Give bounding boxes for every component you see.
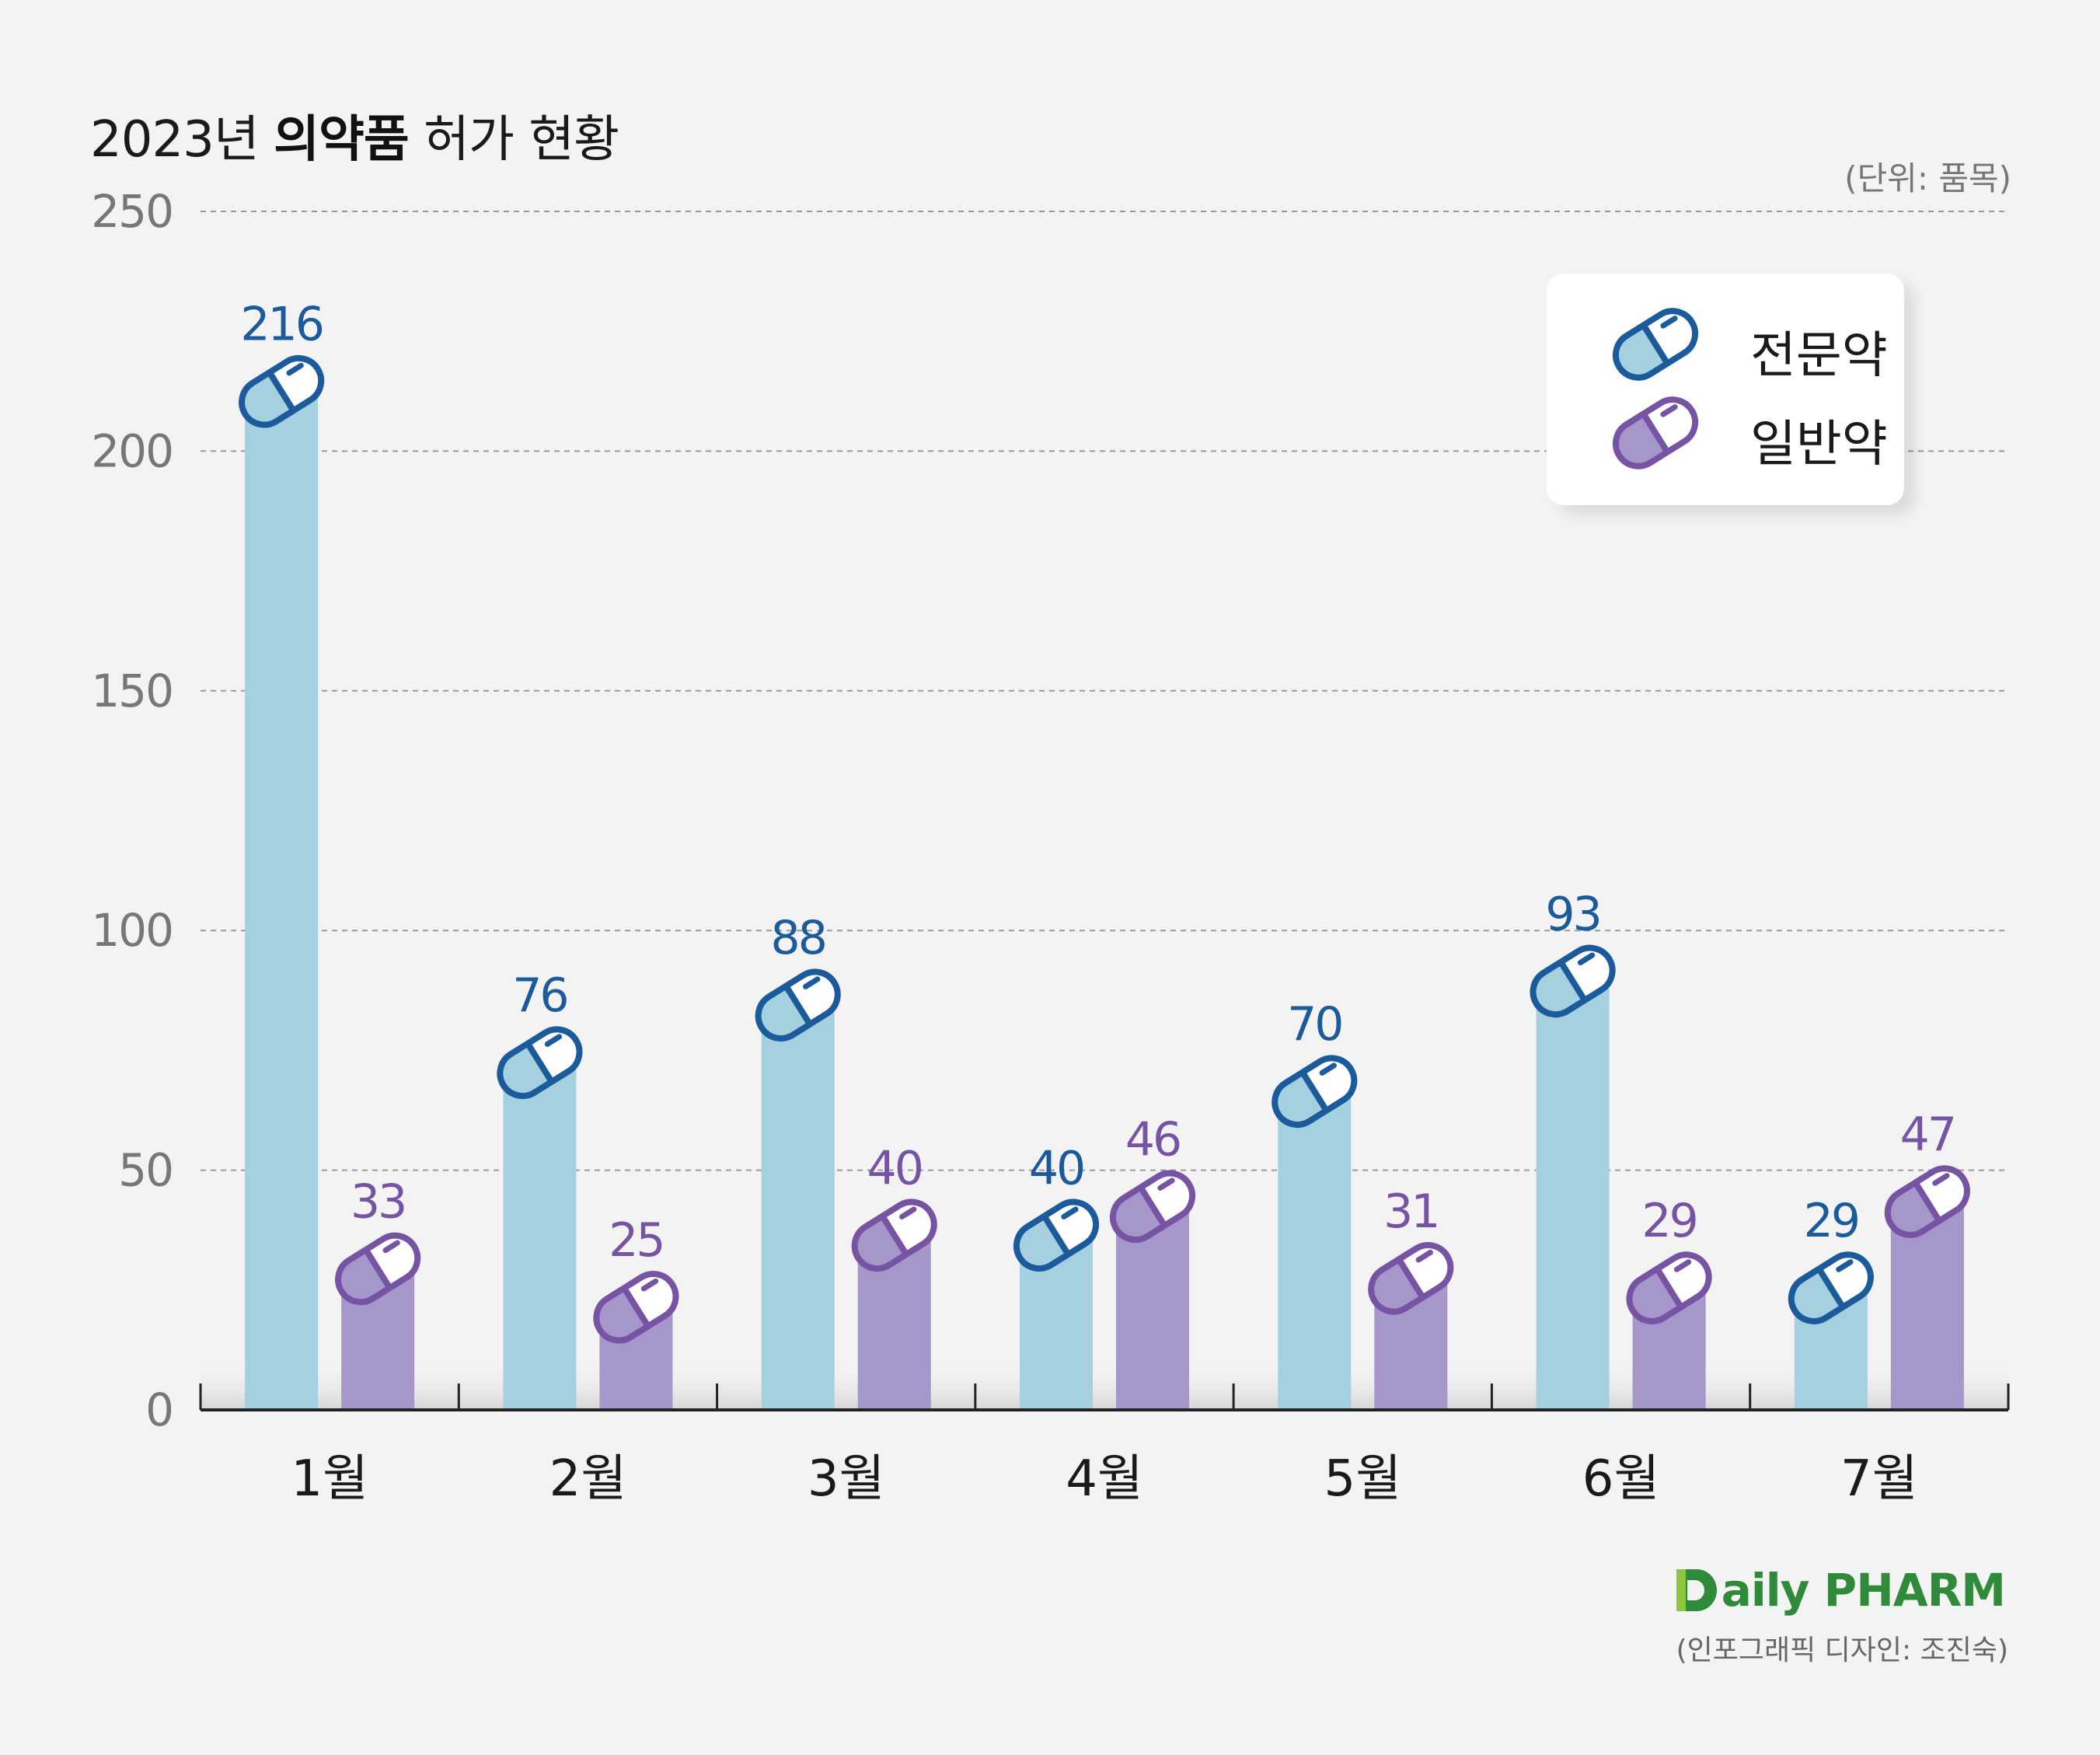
data-label-prescription: 93 xyxy=(1545,887,1599,941)
y-tick-label: 0 xyxy=(145,1383,173,1436)
pill-otc-icon xyxy=(593,1271,679,1344)
bar-prescription xyxy=(245,391,319,1410)
bar-prescription xyxy=(761,1005,835,1410)
data-label-otc: 47 xyxy=(1900,1108,1955,1162)
pill-prescription-icon xyxy=(1788,1251,1874,1324)
design-credit: (인포그래픽 디자인: 조진숙) xyxy=(1676,1635,2008,1666)
pill-prescription-icon xyxy=(755,968,841,1041)
pill-otc-icon xyxy=(1109,1170,1196,1244)
data-label-prescription: 216 xyxy=(240,298,323,352)
title-suffix: 허가 현황 xyxy=(408,111,619,169)
pill-otc-icon xyxy=(1368,1242,1454,1315)
pill-prescription-icon xyxy=(239,354,325,428)
legend-pill-prescription-icon xyxy=(1612,308,1699,381)
legend-item-otc: 일반약 xyxy=(1578,390,1889,476)
pill-prescription-icon xyxy=(1530,944,1616,1018)
pill-prescription-icon xyxy=(497,1026,583,1100)
y-tick-label: 100 xyxy=(91,904,173,957)
pill-prescription-icon xyxy=(1013,1198,1100,1272)
x-tick-label: 7월 xyxy=(1840,1450,1918,1508)
x-tick-label: 3월 xyxy=(808,1450,885,1508)
bar-prescription xyxy=(503,1062,577,1410)
floor-shadow xyxy=(201,1360,2008,1410)
daily-pharm-logo: aily PHARM xyxy=(1673,1564,2006,1618)
legend-label-prescription: 전문약 xyxy=(1750,327,1888,385)
y-tick-label: 250 xyxy=(91,185,173,238)
y-tick-label: 150 xyxy=(91,665,173,717)
title-prefix: 2023년 xyxy=(90,111,274,169)
chart-title: 2023년 의약품 허가 현황 xyxy=(90,99,619,171)
x-tick-label: 6월 xyxy=(1582,1450,1660,1508)
logo-text: aily PHARM xyxy=(1721,1564,2006,1617)
y-tick-label: 50 xyxy=(118,1144,173,1197)
data-label-otc: 29 xyxy=(1641,1194,1696,1248)
unit-label: (단위: 품목) xyxy=(1844,159,2011,197)
data-label-prescription: 88 xyxy=(771,911,825,965)
legend-pill-otc-icon xyxy=(1612,396,1699,469)
data-label-otc: 46 xyxy=(1125,1112,1180,1167)
data-label-otc: 25 xyxy=(609,1213,663,1268)
logo-d-icon xyxy=(1676,1569,1717,1611)
data-label-prescription: 76 xyxy=(512,968,567,1023)
bar-prescription xyxy=(1536,981,1610,1410)
pill-otc-icon xyxy=(1626,1251,1712,1324)
capsule-purple-icon xyxy=(1612,396,1699,469)
data-label-prescription: 29 xyxy=(1804,1194,1858,1248)
data-label-otc: 31 xyxy=(1383,1185,1438,1239)
pill-otc-icon xyxy=(335,1232,421,1306)
title-strong: 의약품 xyxy=(274,111,410,169)
legend-item-prescription: 전문약 xyxy=(1578,302,1889,387)
x-tick-label: 1월 xyxy=(291,1450,368,1508)
data-label-otc: 33 xyxy=(351,1174,405,1229)
pill-prescription-icon xyxy=(1272,1055,1358,1129)
pill-otc-icon xyxy=(851,1198,937,1272)
x-tick-label: 2월 xyxy=(549,1450,627,1508)
bar-prescription xyxy=(1278,1091,1352,1410)
x-tick-label: 5월 xyxy=(1324,1450,1401,1508)
legend: 전문약 일반약 xyxy=(1547,274,1904,505)
data-label-prescription: 40 xyxy=(1029,1141,1083,1195)
data-label-prescription: 70 xyxy=(1287,997,1341,1052)
legend-label-otc: 일반약 xyxy=(1750,416,1888,473)
x-tick-label: 4월 xyxy=(1066,1450,1143,1508)
data-label-otc: 40 xyxy=(867,1141,922,1195)
y-tick-label: 200 xyxy=(91,424,173,477)
capsule-blue-icon xyxy=(1612,308,1699,381)
pill-otc-icon xyxy=(1884,1165,1970,1238)
